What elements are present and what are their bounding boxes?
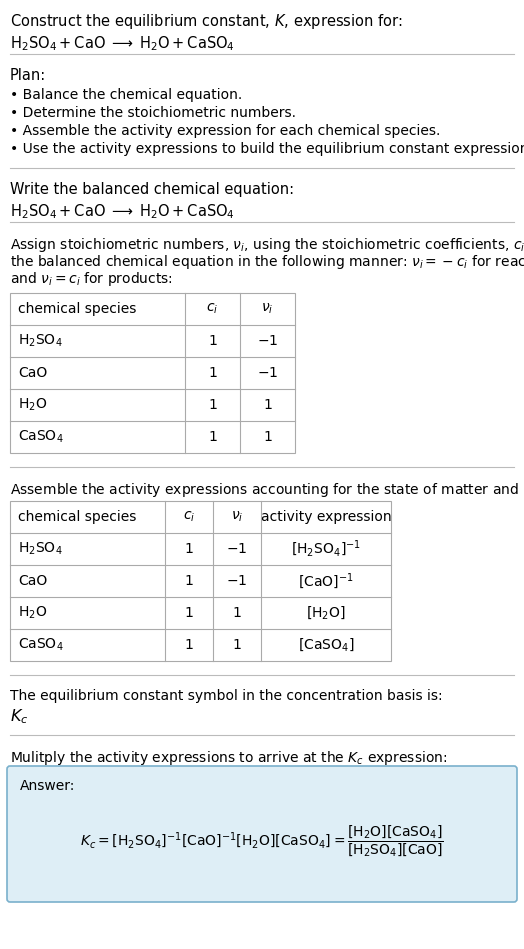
Text: $[\mathrm{H_2O}]$: $[\mathrm{H_2O}]$ xyxy=(306,605,346,622)
Text: 1: 1 xyxy=(233,606,242,620)
Text: $\mathrm{H_2SO_4}$: $\mathrm{H_2SO_4}$ xyxy=(18,333,62,349)
Text: and $\nu_i = c_i$ for products:: and $\nu_i = c_i$ for products: xyxy=(10,270,173,288)
Text: $-1$: $-1$ xyxy=(257,366,278,380)
Text: $\nu_i$: $\nu_i$ xyxy=(231,510,243,524)
Text: • Use the activity expressions to build the equilibrium constant expression.: • Use the activity expressions to build … xyxy=(10,142,524,156)
Text: $\nu_i$: $\nu_i$ xyxy=(261,302,274,316)
Text: $-1$: $-1$ xyxy=(226,542,248,556)
Text: $K_c$: $K_c$ xyxy=(10,707,28,726)
Text: 1: 1 xyxy=(233,638,242,652)
Text: $-1$: $-1$ xyxy=(226,574,248,588)
Text: $\mathrm{H_2O}$: $\mathrm{H_2O}$ xyxy=(18,397,47,413)
Text: The equilibrium constant symbol in the concentration basis is:: The equilibrium constant symbol in the c… xyxy=(10,689,443,703)
Text: activity expression: activity expression xyxy=(260,510,391,524)
Text: Answer:: Answer: xyxy=(20,779,75,793)
Text: $\mathrm{CaSO_4}$: $\mathrm{CaSO_4}$ xyxy=(18,429,63,445)
Text: $\mathrm{H_2O}$: $\mathrm{H_2O}$ xyxy=(18,605,47,622)
Text: Mulitply the activity expressions to arrive at the $K_c$ expression:: Mulitply the activity expressions to arr… xyxy=(10,749,447,767)
Text: 1: 1 xyxy=(208,366,217,380)
Text: 1: 1 xyxy=(263,430,272,444)
Text: 1: 1 xyxy=(208,398,217,412)
Text: Assemble the activity expressions accounting for the state of matter and $\nu_i$: Assemble the activity expressions accoun… xyxy=(10,481,524,499)
Text: $\mathrm{H_2SO_4 + CaO \;\longrightarrow\; H_2O + CaSO_4}$: $\mathrm{H_2SO_4 + CaO \;\longrightarrow… xyxy=(10,202,235,221)
Text: $[\mathrm{H_2SO_4}]^{-1}$: $[\mathrm{H_2SO_4}]^{-1}$ xyxy=(291,539,361,559)
Text: $\mathrm{H_2SO_4}$: $\mathrm{H_2SO_4}$ xyxy=(18,541,62,557)
Text: 1: 1 xyxy=(208,334,217,348)
Text: CaO: CaO xyxy=(18,366,47,380)
Text: Assign stoichiometric numbers, $\nu_i$, using the stoichiometric coefficients, $: Assign stoichiometric numbers, $\nu_i$, … xyxy=(10,236,524,254)
Text: $[\mathrm{CaSO_4}]$: $[\mathrm{CaSO_4}]$ xyxy=(298,637,354,654)
Text: chemical species: chemical species xyxy=(18,302,136,316)
Text: • Balance the chemical equation.: • Balance the chemical equation. xyxy=(10,88,242,102)
Bar xyxy=(10,293,295,453)
Text: Construct the equilibrium constant, $K$, expression for:: Construct the equilibrium constant, $K$,… xyxy=(10,12,402,31)
Text: • Assemble the activity expression for each chemical species.: • Assemble the activity expression for e… xyxy=(10,124,440,138)
Text: $\mathrm{H_2SO_4 + CaO \;\longrightarrow\; H_2O + CaSO_4}$: $\mathrm{H_2SO_4 + CaO \;\longrightarrow… xyxy=(10,34,235,53)
Text: $c_i$: $c_i$ xyxy=(206,302,219,316)
Text: 1: 1 xyxy=(263,398,272,412)
Text: $[\mathrm{CaO}]^{-1}$: $[\mathrm{CaO}]^{-1}$ xyxy=(298,571,354,591)
Text: chemical species: chemical species xyxy=(18,510,136,524)
Text: Write the balanced chemical equation:: Write the balanced chemical equation: xyxy=(10,182,294,197)
Text: 1: 1 xyxy=(208,430,217,444)
Text: 1: 1 xyxy=(184,542,193,556)
Text: 1: 1 xyxy=(184,638,193,652)
Text: 1: 1 xyxy=(184,574,193,588)
Text: $-1$: $-1$ xyxy=(257,334,278,348)
Bar xyxy=(10,501,391,661)
Text: CaO: CaO xyxy=(18,574,47,588)
Text: Plan:: Plan: xyxy=(10,68,46,83)
FancyBboxPatch shape xyxy=(7,766,517,902)
Text: 1: 1 xyxy=(184,606,193,620)
Text: • Determine the stoichiometric numbers.: • Determine the stoichiometric numbers. xyxy=(10,106,296,120)
Text: $K_c = [\mathrm{H_2SO_4}]^{-1} [\mathrm{CaO}]^{-1} [\mathrm{H_2O}][\mathrm{CaSO_: $K_c = [\mathrm{H_2SO_4}]^{-1} [\mathrm{… xyxy=(80,824,444,859)
Text: the balanced chemical equation in the following manner: $\nu_i = -c_i$ for react: the balanced chemical equation in the fo… xyxy=(10,253,524,271)
Text: $c_i$: $c_i$ xyxy=(183,510,195,524)
Text: $\mathrm{CaSO_4}$: $\mathrm{CaSO_4}$ xyxy=(18,637,63,653)
